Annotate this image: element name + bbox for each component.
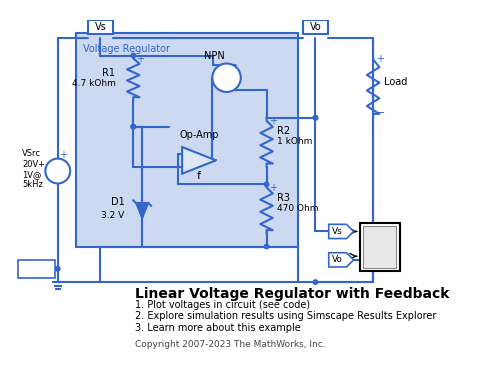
Text: Vo: Vo [332,255,343,265]
Text: −: − [52,161,63,175]
Text: −: − [187,149,198,162]
Text: D1: D1 [111,197,124,207]
Text: 1 kOhm: 1 kOhm [277,137,313,146]
Text: +: + [269,183,277,193]
Polygon shape [182,147,216,174]
Text: −: − [376,108,385,118]
Text: 2. Explore simulation results using Simscape Results Explorer: 2. Explore simulation results using Sims… [135,312,436,322]
Polygon shape [329,253,354,267]
Text: +: + [136,54,144,64]
Text: 1. Plot voltages in circuit (see code): 1. Plot voltages in circuit (see code) [135,300,310,310]
Bar [364,226,396,268]
Text: Load: Load [384,77,407,87]
Circle shape [313,115,318,120]
Bar [360,222,400,272]
Polygon shape [329,224,354,239]
Text: Voltage Regulator: Voltage Regulator [82,44,170,54]
Text: Vs: Vs [332,227,343,236]
Bar [18,260,55,278]
Text: 4.7 kOhm: 4.7 kOhm [72,80,116,88]
Circle shape [131,124,136,129]
Text: R2: R2 [277,126,290,136]
Bar [88,20,113,34]
Circle shape [313,115,318,120]
Text: Copyright 2007-2023 The MathWorks, Inc.: Copyright 2007-2023 The MathWorks, Inc. [135,340,325,349]
Circle shape [212,64,241,92]
Circle shape [131,124,136,129]
Text: +: + [188,160,198,170]
Text: +: + [59,150,67,160]
Circle shape [264,182,269,186]
Text: Vo: Vo [309,22,321,32]
Text: +: + [269,116,277,126]
Text: Linear Voltage Regulator with Feedback: Linear Voltage Regulator with Feedback [135,286,449,300]
Circle shape [131,53,136,58]
Circle shape [264,244,269,249]
Text: +: + [53,169,62,179]
Text: 3.2 V: 3.2 V [101,211,124,220]
Text: Op-Amp: Op-Amp [179,131,219,141]
Text: 3. Learn more about this example: 3. Learn more about this example [135,323,301,333]
Bar [76,33,298,246]
Text: +: + [376,54,384,64]
Text: VSrc
20V+
1V@
5kHz: VSrc 20V+ 1V@ 5kHz [22,149,45,189]
Text: R3: R3 [277,193,290,203]
Polygon shape [136,203,148,219]
Circle shape [56,266,60,271]
Circle shape [45,159,70,184]
Text: f: f [197,171,201,181]
Text: Vs: Vs [95,22,106,32]
Circle shape [313,280,318,284]
Text: 470 Ohm: 470 Ohm [277,204,319,213]
Text: R1: R1 [102,68,116,78]
Text: f(x) = 0: f(x) = 0 [20,264,52,273]
Text: NPN: NPN [204,51,224,61]
Bar [303,20,328,34]
